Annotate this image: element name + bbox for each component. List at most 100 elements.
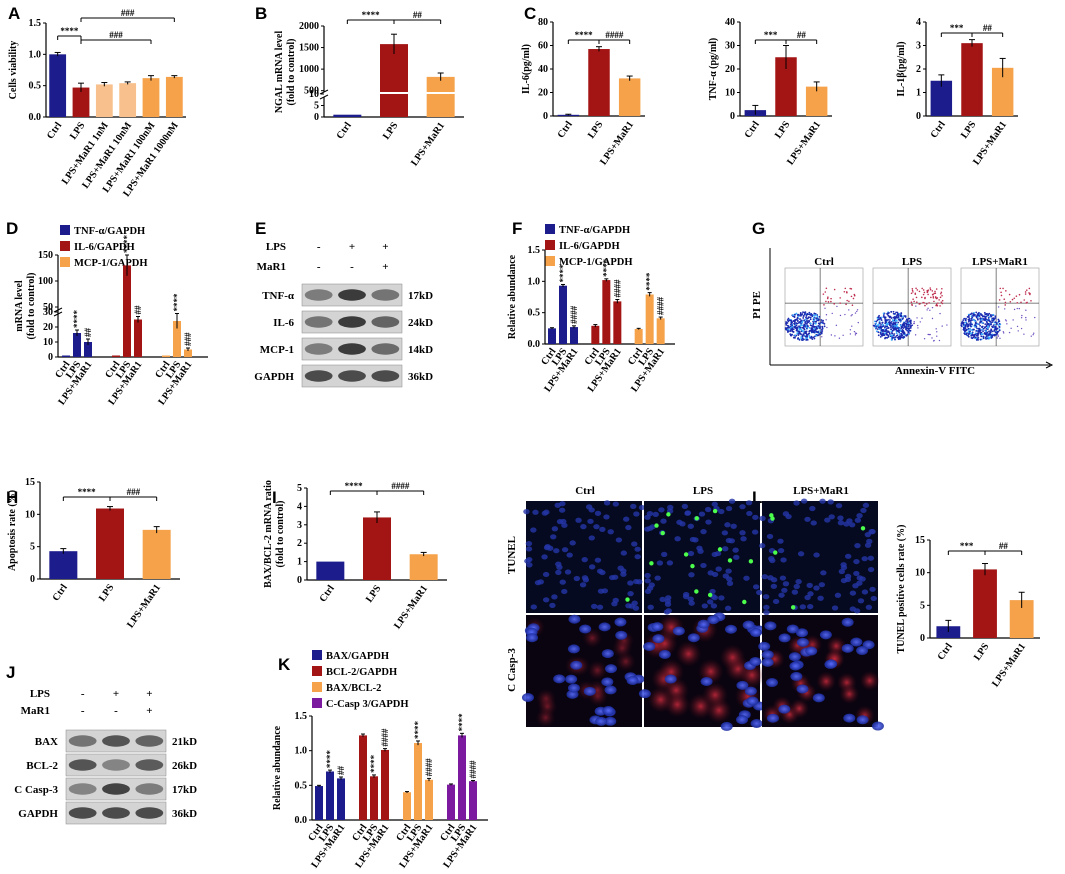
y-tick-label: 0 bbox=[314, 112, 319, 123]
sig-label: #### bbox=[569, 305, 579, 324]
y-tick-label: 50 bbox=[43, 302, 53, 313]
y-tick-label: 0.0 bbox=[295, 815, 308, 826]
sig-label: ### bbox=[121, 8, 135, 18]
bar bbox=[184, 349, 192, 357]
bar bbox=[72, 87, 90, 117]
bar bbox=[618, 78, 641, 116]
legend-swatch bbox=[60, 241, 70, 251]
y-tick-label: 30 bbox=[725, 41, 735, 52]
legend-swatch bbox=[545, 240, 555, 250]
category-label: LPS+MaR1 bbox=[409, 120, 447, 168]
y-tick-label: 60 bbox=[538, 41, 548, 52]
sig-label: **** bbox=[325, 750, 335, 769]
axis-break bbox=[53, 311, 63, 317]
micro-image bbox=[523, 500, 646, 613]
y-tick-label: 10 bbox=[725, 88, 735, 99]
y-tick-label: 80 bbox=[538, 17, 548, 28]
sig-label: **** bbox=[457, 713, 467, 732]
y-tick-label: 1.5 bbox=[295, 711, 308, 722]
bar bbox=[559, 285, 567, 344]
category-label: LPS bbox=[364, 583, 384, 605]
legend-label: TNF-α/GAPDH bbox=[74, 226, 145, 237]
bar bbox=[96, 508, 124, 579]
sig-label: **** bbox=[413, 720, 423, 739]
category-label: LPS bbox=[586, 119, 606, 141]
bar bbox=[173, 321, 181, 357]
bar bbox=[162, 355, 170, 357]
blot-protein-label: GAPDH bbox=[254, 371, 294, 383]
legend-swatch bbox=[60, 257, 70, 267]
blot-kd-label: 36kD bbox=[408, 371, 433, 383]
bar bbox=[645, 294, 654, 344]
micro-title: LPS bbox=[693, 485, 713, 497]
arrow-icon bbox=[1045, 361, 1054, 369]
sig-label: **** bbox=[122, 235, 132, 254]
bar bbox=[634, 328, 643, 344]
bar bbox=[414, 743, 422, 820]
legend-label: BAX/GAPDH bbox=[326, 651, 389, 662]
blot-protein-label: TNF-α bbox=[262, 290, 295, 302]
y-tick-label: 0.0 bbox=[528, 339, 541, 350]
legend-swatch bbox=[312, 698, 322, 708]
micro-image bbox=[521, 614, 645, 728]
category-label: LPS bbox=[972, 641, 992, 663]
sig-label: #### bbox=[656, 297, 666, 316]
category-label: LPS+MaR1 bbox=[125, 582, 163, 630]
y-tick-label: 30 bbox=[43, 307, 53, 318]
legend-swatch bbox=[312, 682, 322, 692]
panel-label: I bbox=[272, 488, 277, 507]
bar bbox=[403, 792, 411, 820]
y-tick-label: 10 bbox=[915, 568, 925, 579]
bar bbox=[426, 76, 455, 92]
flow-dots bbox=[784, 287, 859, 342]
bar bbox=[409, 554, 438, 580]
y-tick-label: 2 bbox=[916, 64, 921, 75]
axis-break bbox=[319, 89, 329, 95]
micro-row-label: C Casp-3 bbox=[506, 648, 518, 692]
y-axis-label: Relative abundance bbox=[272, 725, 283, 810]
blot-condition-mark: - bbox=[350, 261, 354, 273]
blot-band bbox=[68, 759, 97, 771]
y-tick-label: 150 bbox=[38, 250, 53, 261]
sig-label: ### bbox=[183, 332, 193, 346]
y-tick-label: 1500 bbox=[299, 43, 319, 54]
blot-condition-mark: + bbox=[382, 261, 388, 273]
panel-label: E bbox=[255, 219, 266, 238]
blot-band bbox=[102, 759, 130, 771]
category-label: LPS bbox=[68, 120, 88, 142]
category-label: Ctrl bbox=[936, 641, 955, 662]
micro-image bbox=[758, 615, 884, 731]
sig-label: *** bbox=[960, 541, 974, 551]
y-tick-label: 0 bbox=[543, 111, 548, 122]
y-axis-label: IL-6(pg/ml) bbox=[521, 44, 532, 94]
blot-condition-mark: - bbox=[317, 241, 321, 253]
sig-label: *** bbox=[950, 23, 964, 33]
y-tick-label: 10 bbox=[43, 337, 53, 348]
blot-band bbox=[304, 370, 333, 382]
sig-label: #### bbox=[468, 760, 478, 779]
y-tick-label: 3 bbox=[297, 520, 302, 531]
y-tick-label: 2 bbox=[297, 538, 302, 549]
bar bbox=[656, 318, 665, 344]
blot-condition-mark: + bbox=[146, 688, 152, 700]
blot-condition-label: LPS bbox=[266, 241, 286, 253]
sig-label: ### bbox=[109, 30, 123, 40]
y-tick-label: 1000 bbox=[299, 64, 319, 75]
legend-swatch bbox=[312, 666, 322, 676]
y-tick-label: 0 bbox=[920, 633, 925, 644]
sig-label: ### bbox=[127, 487, 141, 497]
y-tick-label: 20 bbox=[538, 88, 548, 99]
chart-L2: 0 5 10 15 TUNEL positive cells rate (%) Ctrl L… bbox=[896, 525, 1040, 689]
bar bbox=[447, 784, 455, 820]
y-tick-label: 0.0 bbox=[29, 112, 42, 123]
panel-label: G bbox=[752, 219, 765, 238]
blot-protein-label: BAX bbox=[35, 736, 58, 748]
bar bbox=[363, 517, 391, 580]
y-axis-label: BAX/BCL-2 mRNA ratio(fold to control) bbox=[263, 480, 286, 588]
flow-x-label: Annexin-V FITC bbox=[895, 365, 975, 377]
sig-label: #### bbox=[605, 30, 624, 40]
category-label: Ctrl bbox=[51, 582, 70, 603]
sig-label: ## bbox=[999, 541, 1009, 551]
